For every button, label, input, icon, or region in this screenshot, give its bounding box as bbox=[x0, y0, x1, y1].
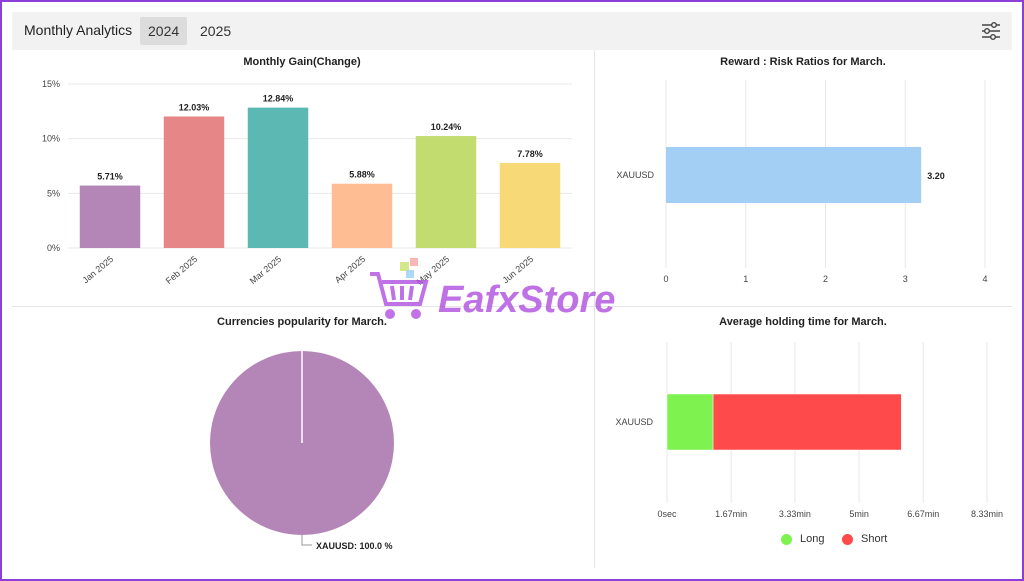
y-tick-label: 15% bbox=[42, 79, 60, 89]
bar bbox=[666, 147, 922, 203]
bar bbox=[415, 136, 477, 248]
monthly-gain-title: Monthly Gain(Change) bbox=[243, 56, 361, 68]
bar-segment bbox=[712, 393, 902, 451]
sliders-icon bbox=[982, 22, 1000, 40]
y-tick-label: 5% bbox=[47, 188, 60, 198]
holding-time-panel: Average holding time for March. 0sec 1.67… bbox=[596, 308, 1010, 568]
bar bbox=[331, 183, 393, 248]
tab-2025[interactable]: 2025 bbox=[200, 23, 232, 39]
bar-data-label: 10.24% bbox=[431, 122, 462, 132]
legend-item-short[interactable]: Short bbox=[842, 533, 887, 545]
panel-divider-vertical bbox=[594, 50, 595, 568]
bar-data-label: 7.78% bbox=[517, 149, 543, 159]
x-tick-label: 3.33min bbox=[779, 509, 811, 519]
bar bbox=[163, 116, 225, 248]
holding-time-chart: 0sec 1.67min 3.33min 5min 6.67min 8.33min XAUU… bbox=[615, 342, 1003, 519]
monthly-gain-chart: 0% 5% 10% 15% 5.71% Jan 2025 12.03% Feb 2025 12.… bbox=[42, 79, 572, 287]
bar-data-label: 5.71% bbox=[97, 172, 123, 182]
x-tick-label: 2 bbox=[823, 274, 828, 284]
analytics-header: Monthly Analytics 2024 2025 bbox=[12, 12, 1012, 50]
reward-risk-title: Reward : Risk Ratios for March. bbox=[720, 56, 886, 68]
pie-label-leader bbox=[301, 535, 312, 546]
currencies-pie-chart: XAUUSD: 100.0 % bbox=[210, 351, 394, 551]
bar-data-label: 3.20 bbox=[927, 171, 945, 181]
legend-short-label: Short bbox=[861, 533, 888, 545]
legend-long-marker bbox=[781, 533, 792, 545]
legend-short-marker bbox=[842, 533, 853, 545]
bar-data-label: 12.84% bbox=[263, 94, 294, 104]
filter-button[interactable] bbox=[980, 20, 1002, 42]
x-tick-label: 6.67min bbox=[907, 509, 939, 519]
y-tick-label: XAUUSD bbox=[616, 170, 654, 180]
currencies-title: Currencies popularity for March. bbox=[217, 316, 387, 328]
y-tick-label: XAUUSD bbox=[615, 417, 653, 427]
x-tick-label: 8.33min bbox=[971, 509, 1003, 519]
x-tick-label: 5min bbox=[849, 509, 869, 519]
x-tick-label: Jun 2025 bbox=[500, 254, 535, 285]
bar bbox=[79, 185, 141, 248]
bar-segment bbox=[666, 393, 714, 451]
page-title: Monthly Analytics bbox=[24, 22, 133, 38]
monthly-gain-panel: Monthly Gain(Change) 0% 5% 10% 15% 5.71% Jan … bbox=[12, 50, 592, 305]
x-tick-label: 1.67min bbox=[715, 509, 747, 519]
legend-long-label: Long bbox=[800, 533, 825, 545]
y-tick-label: 0% bbox=[47, 243, 60, 253]
y-tick-label: 10% bbox=[42, 134, 60, 144]
x-tick-label: Feb 2025 bbox=[164, 254, 200, 286]
bar bbox=[499, 162, 561, 248]
pie-data-label: XAUUSD: 100.0 % bbox=[316, 541, 393, 551]
bar bbox=[247, 107, 309, 248]
panel-divider-horizontal bbox=[12, 306, 1012, 307]
bar-data-label: 5.88% bbox=[349, 170, 375, 180]
x-tick-label: 1 bbox=[743, 274, 748, 284]
x-tick-label: Jan 2025 bbox=[80, 254, 115, 285]
x-tick-label: 0sec bbox=[657, 509, 677, 519]
x-tick-label: Apr 2025 bbox=[333, 254, 367, 285]
reward-risk-chart: 0 1 2 3 4 3.20 XAUUSD bbox=[616, 80, 988, 284]
legend-item-long[interactable]: Long bbox=[781, 533, 824, 545]
tab-2024[interactable]: 2024 bbox=[140, 17, 188, 45]
x-tick-label: Mar 2025 bbox=[248, 254, 284, 286]
x-tick-label: 0 bbox=[663, 274, 668, 284]
x-tick-label: May 2025 bbox=[415, 254, 452, 287]
x-tick-label: 4 bbox=[982, 274, 987, 284]
holding-time-title: Average holding time for March. bbox=[719, 316, 887, 328]
reward-risk-panel: Reward : Risk Ratios for March. 0 1 2 3 4 3.2… bbox=[596, 50, 1010, 305]
x-tick-label: 3 bbox=[903, 274, 908, 284]
bar-data-label: 12.03% bbox=[179, 102, 210, 112]
currencies-panel: Currencies popularity for March. XAUUSD:… bbox=[12, 308, 592, 568]
